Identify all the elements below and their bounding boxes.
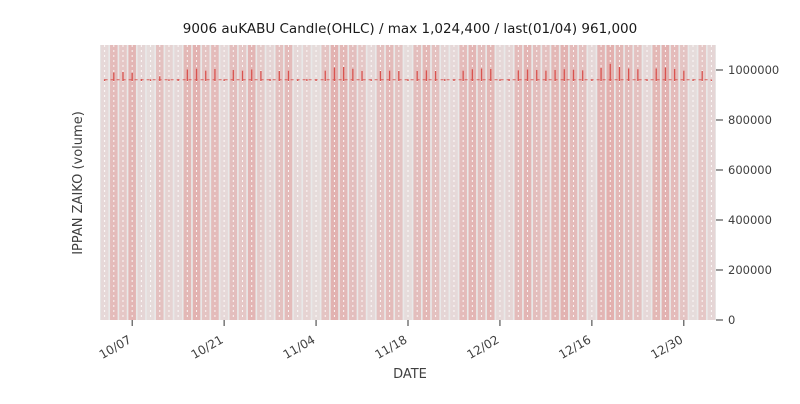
volume-bar [385, 45, 394, 320]
volume-bar [615, 45, 624, 320]
volume-bar [238, 45, 247, 320]
volume-bar [431, 45, 440, 320]
volume-bar [661, 45, 670, 320]
volume-bar [441, 45, 449, 320]
y-tick-label: 400000 [728, 213, 772, 227]
volume-bar [486, 45, 495, 320]
volume-bar [367, 45, 375, 320]
volume-bar [597, 45, 605, 320]
x-tick-label: 12/16 [556, 332, 593, 361]
plot-area: 0 200000 400000 600000 800000 1000000 10/07 10/… [97, 45, 779, 362]
volume-bar [643, 45, 651, 320]
volume-bar [459, 45, 467, 320]
volume-bar [284, 45, 293, 320]
x-axis-label: DATE [393, 367, 427, 382]
volume-bar [275, 45, 284, 320]
x-tick-label: 12/02 [464, 332, 501, 361]
volume-bar [229, 45, 238, 320]
volume-bar [606, 45, 615, 320]
volume-bar [257, 45, 265, 320]
volume-bar [413, 45, 421, 320]
volume-bar [496, 45, 504, 320]
x-tick-label: 11/04 [281, 332, 318, 361]
volume-bar [578, 45, 587, 320]
volume-bar [624, 45, 633, 320]
y-tick-label: 0 [728, 313, 735, 327]
y-tick-label: 800000 [728, 113, 772, 127]
volume-bar [560, 45, 569, 320]
volume-bar [247, 45, 256, 320]
chart-title: 9006 auKABU Candle(OHLC) / max 1,024,400… [183, 21, 637, 37]
y-tick-label: 1000000 [728, 63, 779, 77]
volume-bar [293, 45, 302, 320]
volume-bar [358, 45, 366, 320]
volume-bar [588, 45, 596, 320]
y-tick-label: 200000 [728, 263, 772, 277]
volume-bar [201, 45, 210, 320]
volume-bar [303, 45, 311, 320]
volume-bar [183, 45, 192, 320]
volume-bar [689, 45, 697, 320]
y-axis-label: IPPAN ZAIKO (volume) [71, 111, 86, 255]
volume-bar [211, 45, 219, 320]
volume-bar [165, 45, 173, 320]
volume-bar [523, 45, 532, 320]
x-tick-label: 12/30 [648, 332, 685, 361]
volume-bar [569, 45, 578, 320]
x-tick-label: 11/18 [373, 332, 410, 361]
volume-bar [395, 45, 403, 320]
y-tick-label: 600000 [728, 163, 772, 177]
volume-bar [698, 45, 706, 320]
x-tick-label: 10/07 [97, 332, 134, 361]
volume-bar [542, 45, 550, 320]
volume-bar [680, 45, 688, 320]
volume-bar [192, 45, 201, 320]
x-tick-label: 10/21 [189, 332, 226, 361]
volume-bar [652, 45, 661, 320]
volume-bar [174, 45, 182, 320]
volume-bar [532, 45, 541, 320]
volume-bar [450, 45, 458, 320]
volume-bar [376, 45, 385, 320]
volume-bar [468, 45, 477, 320]
volume-bar [404, 45, 412, 320]
volume-bar [670, 45, 679, 320]
volume-bar [100, 45, 109, 320]
volume-bar [312, 45, 320, 320]
volume-bar [514, 45, 523, 320]
volume-bar [505, 45, 513, 320]
volume-bar [707, 45, 716, 320]
volume-bar [266, 45, 274, 320]
volume-bar [339, 45, 348, 320]
volume-bar [477, 45, 486, 320]
volume-bar [137, 45, 146, 320]
volume-bar [330, 45, 339, 320]
volume-bar [321, 45, 330, 320]
volume-bar [155, 45, 164, 320]
volume-bar [110, 45, 118, 320]
volume-bar [422, 45, 431, 320]
volume-bar [349, 45, 357, 320]
volume-bar [146, 45, 155, 320]
volume-bar [634, 45, 642, 320]
volume-bar [551, 45, 559, 320]
volume-bar [220, 45, 228, 320]
volume-bar [119, 45, 127, 320]
volume-bar [128, 45, 136, 320]
